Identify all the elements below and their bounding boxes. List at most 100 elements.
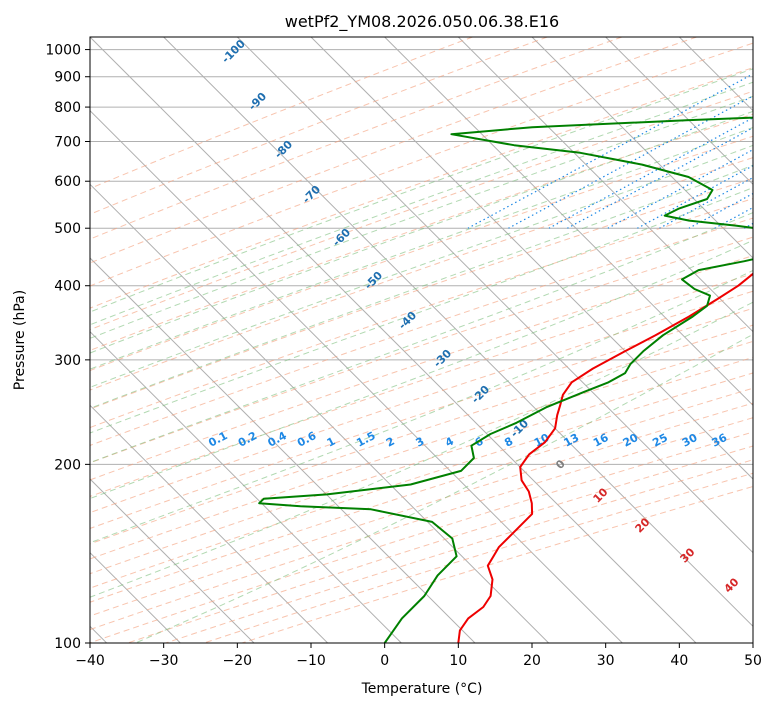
mixing-ratio-line xyxy=(714,206,753,229)
dry-adiabat-line xyxy=(90,177,753,410)
y-tick-label: 200 xyxy=(54,457,81,473)
mixing-ratio-label: 20 xyxy=(621,431,641,450)
x-tick-label: −20 xyxy=(223,653,253,669)
mixing-ratio-label: 2 xyxy=(384,435,397,450)
y-tick-label: 700 xyxy=(54,134,81,150)
x-tick-label: 50 xyxy=(744,653,762,669)
isotherm-line xyxy=(310,37,753,480)
x-tick-label: 30 xyxy=(597,653,615,669)
isotherm-line xyxy=(90,183,550,643)
moist-adiabat-line xyxy=(90,164,753,409)
dry-adiabat-line xyxy=(90,113,753,351)
mixing-ratio-line xyxy=(508,95,753,229)
isotherm-line xyxy=(236,37,753,554)
isotherm-line xyxy=(605,37,753,186)
x-tick-label: 20 xyxy=(523,653,541,669)
dry-adiabat-line xyxy=(165,459,753,643)
y-tick-label: 1000 xyxy=(45,43,81,59)
x-tick-label: 40 xyxy=(670,653,688,669)
isotherm-label: -20 xyxy=(469,383,492,406)
x-tick-label: −40 xyxy=(75,653,105,669)
y-axis: 100 200 300 400 500 600 700 800 900 1000 xyxy=(45,43,90,652)
isotherm-line xyxy=(90,37,697,643)
isotherm-label: -40 xyxy=(396,309,419,332)
y-tick-label: 600 xyxy=(54,174,81,190)
mixing-ratio-line xyxy=(763,37,775,228)
mixing-ratio-label: 1 xyxy=(325,435,338,450)
y-tick-label: 500 xyxy=(54,221,81,237)
mixing-ratio-label: 36 xyxy=(710,431,730,450)
red-annotation-label: 20 xyxy=(633,515,653,535)
dry-adiabat-line xyxy=(90,273,753,498)
dry-adiabat-line xyxy=(241,485,753,643)
x-tick-label: 0 xyxy=(380,653,389,669)
mixing-ratio-label: 30 xyxy=(680,431,700,450)
isotherm-line xyxy=(90,404,329,643)
mixing-ratio-label: 10 xyxy=(532,431,552,450)
dry-adiabat-line xyxy=(90,37,697,264)
isotherm-label: -60 xyxy=(330,226,353,249)
moist-adiabat-line xyxy=(90,212,753,464)
moist-adiabat-line xyxy=(90,68,753,313)
dry-adiabat-line xyxy=(90,290,753,514)
isotherm-line xyxy=(531,37,753,259)
mixing-ratio-label: 16 xyxy=(591,431,611,450)
red-annotation-label: 30 xyxy=(678,545,698,565)
mixing-ratio-label: 0.2 xyxy=(236,429,259,450)
dry-adiabat-line xyxy=(90,217,753,446)
isotherm-line xyxy=(90,478,255,643)
red-annotation-label: 40 xyxy=(722,575,742,595)
dry-adiabat-line xyxy=(90,307,753,529)
dewpoint-line xyxy=(258,116,753,643)
dry-adiabat-line xyxy=(90,417,753,631)
y-tick-label: 900 xyxy=(54,70,81,86)
isotherm-label: -50 xyxy=(362,269,385,292)
mixing-ratio-label: 13 xyxy=(562,431,582,450)
y-tick-label: 800 xyxy=(54,100,81,116)
mixing-ratio-line xyxy=(659,176,753,229)
isotherm-label: -30 xyxy=(431,347,454,370)
moist-adiabat-line xyxy=(90,239,753,500)
red-annotation-label: 10 xyxy=(591,485,611,505)
x-tick-label: 10 xyxy=(449,653,467,669)
plot-frame xyxy=(89,36,754,644)
mixing-ratio-label: 1.5 xyxy=(354,429,377,450)
mixing-ratio-label: 0.1 xyxy=(206,429,229,450)
mixing-ratio-label: 25 xyxy=(650,431,670,450)
mixing-ratio-line xyxy=(743,222,753,229)
moist-adiabat-line xyxy=(90,110,753,354)
moist-adiabat-line xyxy=(90,81,753,326)
dry-adiabat-line xyxy=(90,37,623,240)
dry-adiabat-line xyxy=(90,255,753,481)
y-tick-label: 100 xyxy=(54,636,81,652)
isotherm-line xyxy=(752,37,753,38)
isotherm-label: -100 xyxy=(219,37,248,66)
isotherm-line xyxy=(384,37,753,407)
dry-adiabat-line xyxy=(90,431,753,643)
isotherm-line xyxy=(457,37,753,333)
x-axis-label: Temperature (°C) xyxy=(361,681,483,697)
isotherm-line xyxy=(90,257,476,643)
moist-adiabat-line xyxy=(90,144,753,388)
isotherm-line xyxy=(90,330,402,643)
x-axis: −40 −30 −20 −10 0 10 20 30 40 50 xyxy=(75,643,762,669)
y-tick-label: 400 xyxy=(54,279,81,295)
isotherm-label: -70 xyxy=(300,183,323,206)
moist-adiabat-line xyxy=(135,333,753,643)
mixing-ratio-line xyxy=(567,127,753,229)
x-tick-label: −30 xyxy=(149,653,179,669)
temperature-line xyxy=(457,272,753,643)
dry-adiabat-line xyxy=(90,198,753,429)
chart-title: wetPf2_YM08.2026.050.06.38.E16 xyxy=(285,12,559,32)
isotherm-line xyxy=(163,37,753,628)
isotherm-label: -90 xyxy=(246,90,269,113)
mixing-ratio-line xyxy=(607,148,753,229)
mixing-ratio-label: 0.4 xyxy=(266,429,290,450)
y-tick-label: 300 xyxy=(54,353,81,369)
dry-adiabat-line xyxy=(90,324,753,545)
x-tick-label: −10 xyxy=(296,653,326,669)
plot-area: 0.1 0.2 0.4 0.6 1 1.5 2 3 4 6 8 10 13 16 20 25 30 36-100-… xyxy=(90,37,775,643)
y-axis-label: Pressure (hPa) xyxy=(12,290,28,390)
dry-adiabat-line xyxy=(203,472,753,643)
